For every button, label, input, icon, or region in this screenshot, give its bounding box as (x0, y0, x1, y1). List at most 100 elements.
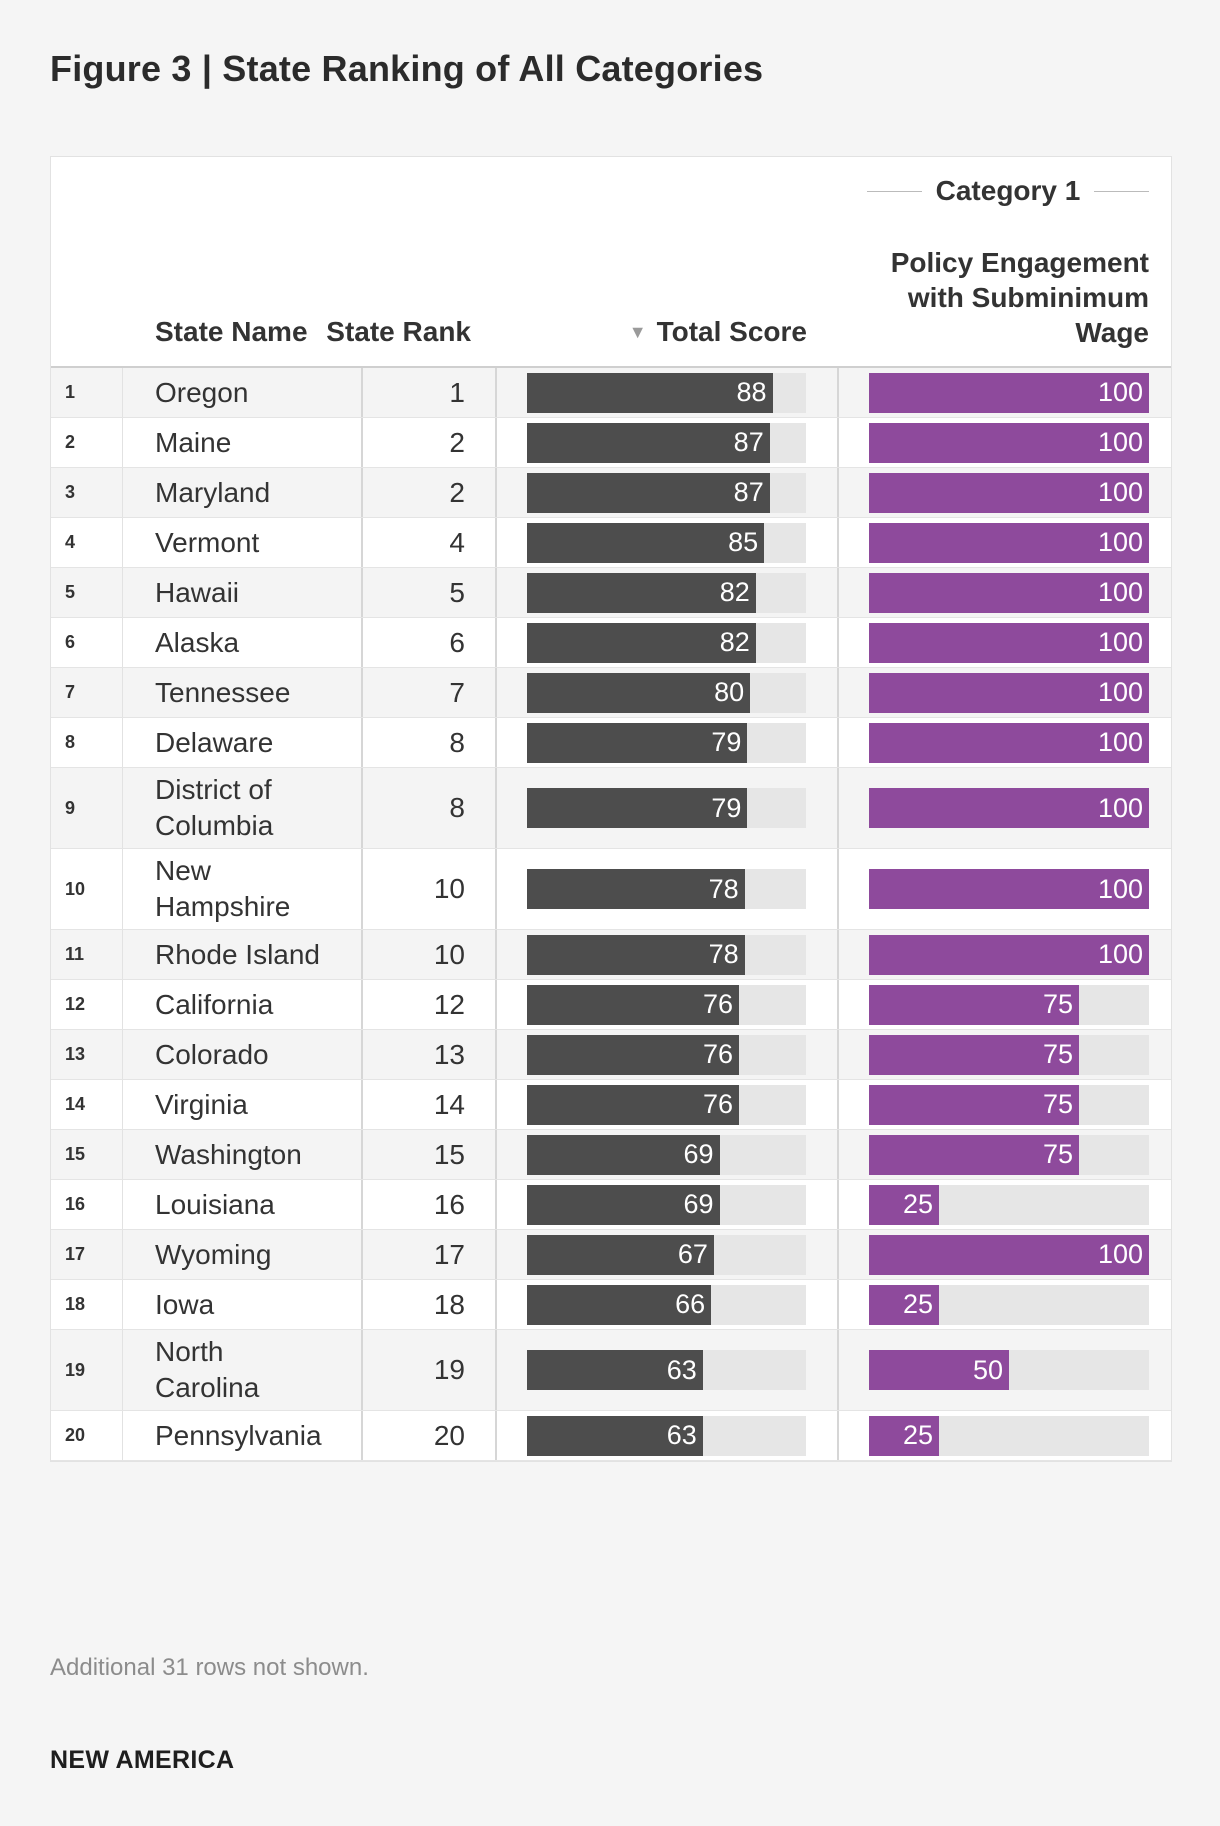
state-name: Maryland (123, 468, 363, 517)
state-rank: 7 (363, 668, 497, 717)
category-score-cell: 100 (839, 849, 1171, 929)
category-score-cell: 100 (839, 1230, 1171, 1279)
category-score-cell: 100 (839, 518, 1171, 567)
total-score-cell: 82 (497, 568, 839, 617)
total-score-cell: 88 (497, 368, 839, 417)
category-score-bar: 100 (869, 372, 1149, 413)
total-score-cell: 79 (497, 768, 839, 848)
table-row: 20 Pennsylvania 20 63 25 (51, 1411, 1171, 1461)
category-divider-left (867, 190, 922, 192)
category-score-bar: 100 (869, 672, 1149, 713)
total-score-track: 85 (527, 522, 806, 563)
category-score-cell: 75 (839, 1080, 1171, 1129)
category-score-track: 100 (869, 372, 1149, 413)
total-score-bar: 67 (527, 1234, 714, 1275)
total-score-bar: 82 (527, 572, 756, 613)
ranking-table: State Name State Rank ▼ Total Score Categ… (50, 156, 1172, 1462)
state-name: Washington (123, 1130, 363, 1179)
state-rank: 1 (363, 368, 497, 417)
total-score-track: 78 (527, 869, 806, 909)
state-name: District of Columbia (123, 768, 363, 848)
state-rank: 8 (363, 718, 497, 767)
total-score-cell: 80 (497, 668, 839, 717)
total-score-track: 79 (527, 722, 806, 763)
total-score-cell: 87 (497, 468, 839, 517)
category-score-bar: 75 (869, 1134, 1079, 1175)
row-index: 11 (51, 930, 123, 979)
header-category-group: Category 1 (867, 173, 1149, 209)
category-score-track: 75 (869, 1084, 1149, 1125)
total-score-cell: 78 (497, 930, 839, 979)
state-rank: 19 (363, 1330, 497, 1410)
category-score-bar: 25 (869, 1184, 939, 1225)
total-score-track: 76 (527, 984, 806, 1025)
row-index: 1 (51, 368, 123, 417)
state-name: North Carolina (123, 1330, 363, 1410)
total-score-cell: 63 (497, 1330, 839, 1410)
footnote: Additional 31 rows not shown. (50, 1654, 369, 1681)
row-index: 13 (51, 1030, 123, 1079)
category-score-cell: 25 (839, 1411, 1171, 1460)
category-score-bar: 75 (869, 984, 1079, 1025)
state-rank: 12 (363, 980, 497, 1029)
category-score-cell: 75 (839, 1030, 1171, 1079)
total-score-track: 63 (527, 1415, 806, 1456)
state-rank: 17 (363, 1230, 497, 1279)
category-score-cell: 50 (839, 1330, 1171, 1410)
header-state-rank[interactable]: State Rank (326, 316, 471, 347)
state-rank: 2 (363, 468, 497, 517)
total-score-bar: 66 (527, 1284, 712, 1325)
total-score-track: 87 (527, 472, 806, 513)
category-score-track: 25 (869, 1415, 1149, 1456)
total-score-bar: 78 (527, 934, 745, 975)
row-index: 4 (51, 518, 123, 567)
category-score-bar: 100 (869, 422, 1149, 463)
sort-descending-icon[interactable]: ▼ (628, 322, 647, 342)
total-score-track: 76 (527, 1084, 806, 1125)
table-row: 9 District of Columbia 8 79 100 (51, 768, 1171, 849)
header-policy-engagement[interactable]: Policy Engagement with Subminimum Wage (890, 247, 1149, 348)
category-score-bar: 25 (869, 1284, 939, 1325)
page-title: Figure 3 | State Ranking of All Categori… (50, 48, 764, 89)
table-row: 18 Iowa 18 66 25 (51, 1280, 1171, 1330)
table-row: 19 North Carolina 19 63 50 (51, 1330, 1171, 1411)
category-score-track: 50 (869, 1350, 1149, 1390)
state-name: California (123, 980, 363, 1029)
category-score-bar: 25 (869, 1415, 939, 1456)
total-score-track: 63 (527, 1350, 806, 1390)
table-row: 5 Hawaii 5 82 100 (51, 568, 1171, 618)
state-name: Iowa (123, 1280, 363, 1329)
total-score-track: 82 (527, 622, 806, 663)
state-rank: 14 (363, 1080, 497, 1129)
table-row: 10 New Hampshire 10 78 100 (51, 849, 1171, 930)
total-score-track: 69 (527, 1134, 806, 1175)
state-rank: 16 (363, 1180, 497, 1229)
row-index: 18 (51, 1280, 123, 1329)
state-rank: 18 (363, 1280, 497, 1329)
row-index: 20 (51, 1411, 123, 1460)
state-name: New Hampshire (123, 849, 363, 929)
state-rank: 10 (363, 849, 497, 929)
state-name: Oregon (123, 368, 363, 417)
state-name: Maine (123, 418, 363, 467)
total-score-cell: 69 (497, 1130, 839, 1179)
category-score-cell: 100 (839, 768, 1171, 848)
total-score-cell: 63 (497, 1411, 839, 1460)
total-score-bar: 76 (527, 984, 740, 1025)
table-row: 7 Tennessee 7 80 100 (51, 668, 1171, 718)
total-score-bar: 78 (527, 869, 745, 909)
state-name: Pennsylvania (123, 1411, 363, 1460)
total-score-cell: 79 (497, 718, 839, 767)
row-index: 19 (51, 1330, 123, 1410)
state-name: Alaska (123, 618, 363, 667)
category-score-bar: 100 (869, 869, 1149, 909)
row-index: 16 (51, 1180, 123, 1229)
table-row: 3 Maryland 2 87 100 (51, 468, 1171, 518)
table-body: 1 Oregon 1 88 100 2 Maine 2 87 100 3 Maryland 2 87 100… (51, 368, 1171, 1461)
category-score-cell: 100 (839, 668, 1171, 717)
table-header: State Name State Rank ▼ Total Score Categ… (51, 157, 1171, 368)
row-index: 6 (51, 618, 123, 667)
header-state-name[interactable]: State Name (155, 316, 308, 347)
header-total-score[interactable]: ▼ Total Score (481, 314, 807, 350)
total-score-bar: 69 (527, 1184, 720, 1225)
